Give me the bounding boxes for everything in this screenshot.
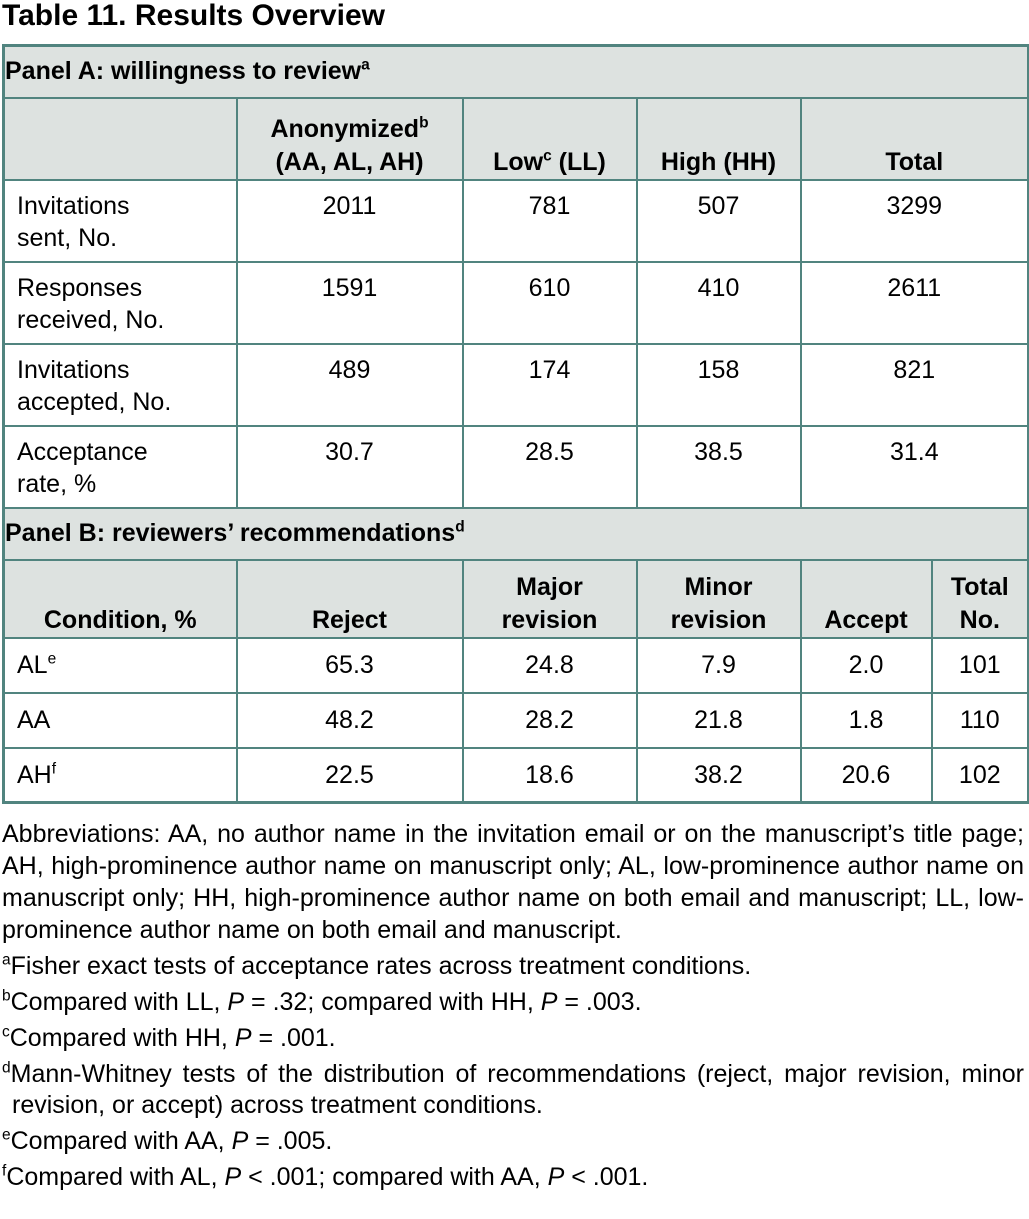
value-cell: 110	[930, 691, 1029, 749]
table-row-al: ALe 65.3 24.8 7.9 2.0 101	[2, 636, 1029, 694]
value-cell: 22.5	[235, 746, 464, 804]
value-cell: 3299	[799, 178, 1029, 263]
value-cell: 48.2	[235, 691, 464, 749]
value-cell: 2011	[235, 178, 464, 263]
col-header-total: Total	[799, 96, 1029, 181]
row-label-cell: Responses received, No.	[2, 260, 238, 345]
value-cell: 1591	[235, 260, 464, 345]
value-cell: 1.8	[799, 691, 933, 749]
value-cell: 2.0	[799, 636, 933, 694]
row-label-cell: AA	[2, 691, 238, 749]
value-cell: 507	[635, 178, 802, 263]
value-cell: 781	[461, 178, 638, 263]
footnote-b: bCompared with LL, P = .32; compared wit…	[2, 987, 642, 1016]
value-cell: 30.7	[235, 424, 464, 509]
value-cell: 28.2	[461, 691, 638, 749]
row-label-cell: ALe	[2, 636, 238, 694]
value-cell: 610	[461, 260, 638, 345]
row-label-cell: Acceptance rate, %	[2, 424, 238, 509]
value-cell: 174	[461, 342, 638, 427]
footnote-d: dMann-Whitney tests of the distribution …	[2, 1059, 1024, 1119]
panel-a-heading: Panel A: willingness to reviewa	[2, 44, 1029, 99]
value-cell: 2611	[799, 260, 1029, 345]
col-header-low-ll: Lowc (LL)	[461, 96, 638, 181]
value-cell: 101	[930, 636, 1029, 694]
value-cell: 21.8	[635, 691, 802, 749]
table-row-acceptance-rate: Acceptance rate, % 30.7 28.5 38.5 31.4	[2, 424, 1029, 509]
value-cell: 38.2	[635, 746, 802, 804]
col-header-condition: Condition, %	[2, 558, 238, 639]
value-cell: 158	[635, 342, 802, 427]
panel-b-band-row: Panel B: reviewers’ recommendationsd	[2, 506, 1029, 561]
table-row-invitations-sent: Invitations sent, No. 2011 781 507 3299	[2, 178, 1029, 263]
table-row-aa: AA 48.2 28.2 21.8 1.8 110	[2, 691, 1029, 749]
footnote-a: aFisher exact tests of acceptance rates …	[2, 951, 752, 980]
row-label-cell: AHf	[2, 746, 238, 804]
results-table: Panel A: willingness to reviewa Anonymiz…	[2, 44, 1029, 804]
value-cell: 410	[635, 260, 802, 345]
value-cell: 489	[235, 342, 464, 427]
value-cell: 38.5	[635, 424, 802, 509]
value-cell: 65.3	[235, 636, 464, 694]
value-cell: 28.5	[461, 424, 638, 509]
value-cell: 18.6	[461, 746, 638, 804]
table-row-responses-received: Responses received, No. 1591 610 410 2611	[2, 260, 1029, 345]
value-cell: 821	[799, 342, 1029, 427]
col-header-blank	[2, 96, 238, 181]
col-header-accept: Accept	[799, 558, 933, 639]
abbreviations-note: Abbreviations: AA, no author name in the…	[2, 820, 1024, 944]
col-header-total-no: Total No.	[930, 558, 1029, 639]
value-cell: 20.6	[799, 746, 933, 804]
panel-a-band-row: Panel A: willingness to reviewa	[2, 44, 1029, 99]
footnote-f: fCompared with AL, P < .001; compared wi…	[2, 1162, 649, 1191]
table-notes: Abbreviations: AA, no author name in the…	[2, 818, 1024, 1193]
table-row-invitations-accepted: Invitations accepted, No. 489 174 158 821	[2, 342, 1029, 427]
col-header-minor-revision: Minor revision	[635, 558, 802, 639]
col-header-anonymized: Anonymizedb (AA, AL, AH)	[235, 96, 464, 181]
col-header-reject: Reject	[235, 558, 464, 639]
col-header-high-hh: High (HH)	[635, 96, 802, 181]
panel-a-header-row: Anonymizedb (AA, AL, AH) Lowc (LL) High (…	[2, 96, 1029, 181]
value-cell: 102	[930, 746, 1029, 804]
value-cell: 24.8	[461, 636, 638, 694]
footnote-e: eCompared with AA, P = .005.	[2, 1126, 333, 1155]
col-header-major-revision: Major revision	[461, 558, 638, 639]
row-label-cell: Invitations sent, No.	[2, 178, 238, 263]
table-row-ah: AHf 22.5 18.6 38.2 20.6 102	[2, 746, 1029, 804]
footnote-c: cCompared with HH, P = .001.	[2, 1023, 336, 1052]
panel-b-header-row: Condition, % Reject Major revision Minor r…	[2, 558, 1029, 639]
value-cell: 7.9	[635, 636, 802, 694]
table-title: Table 11. Results Overview	[2, 0, 385, 32]
row-label-cell: Invitations accepted, No.	[2, 342, 238, 427]
panel-b-heading: Panel B: reviewers’ recommendationsd	[2, 506, 1029, 561]
value-cell: 31.4	[799, 424, 1029, 509]
